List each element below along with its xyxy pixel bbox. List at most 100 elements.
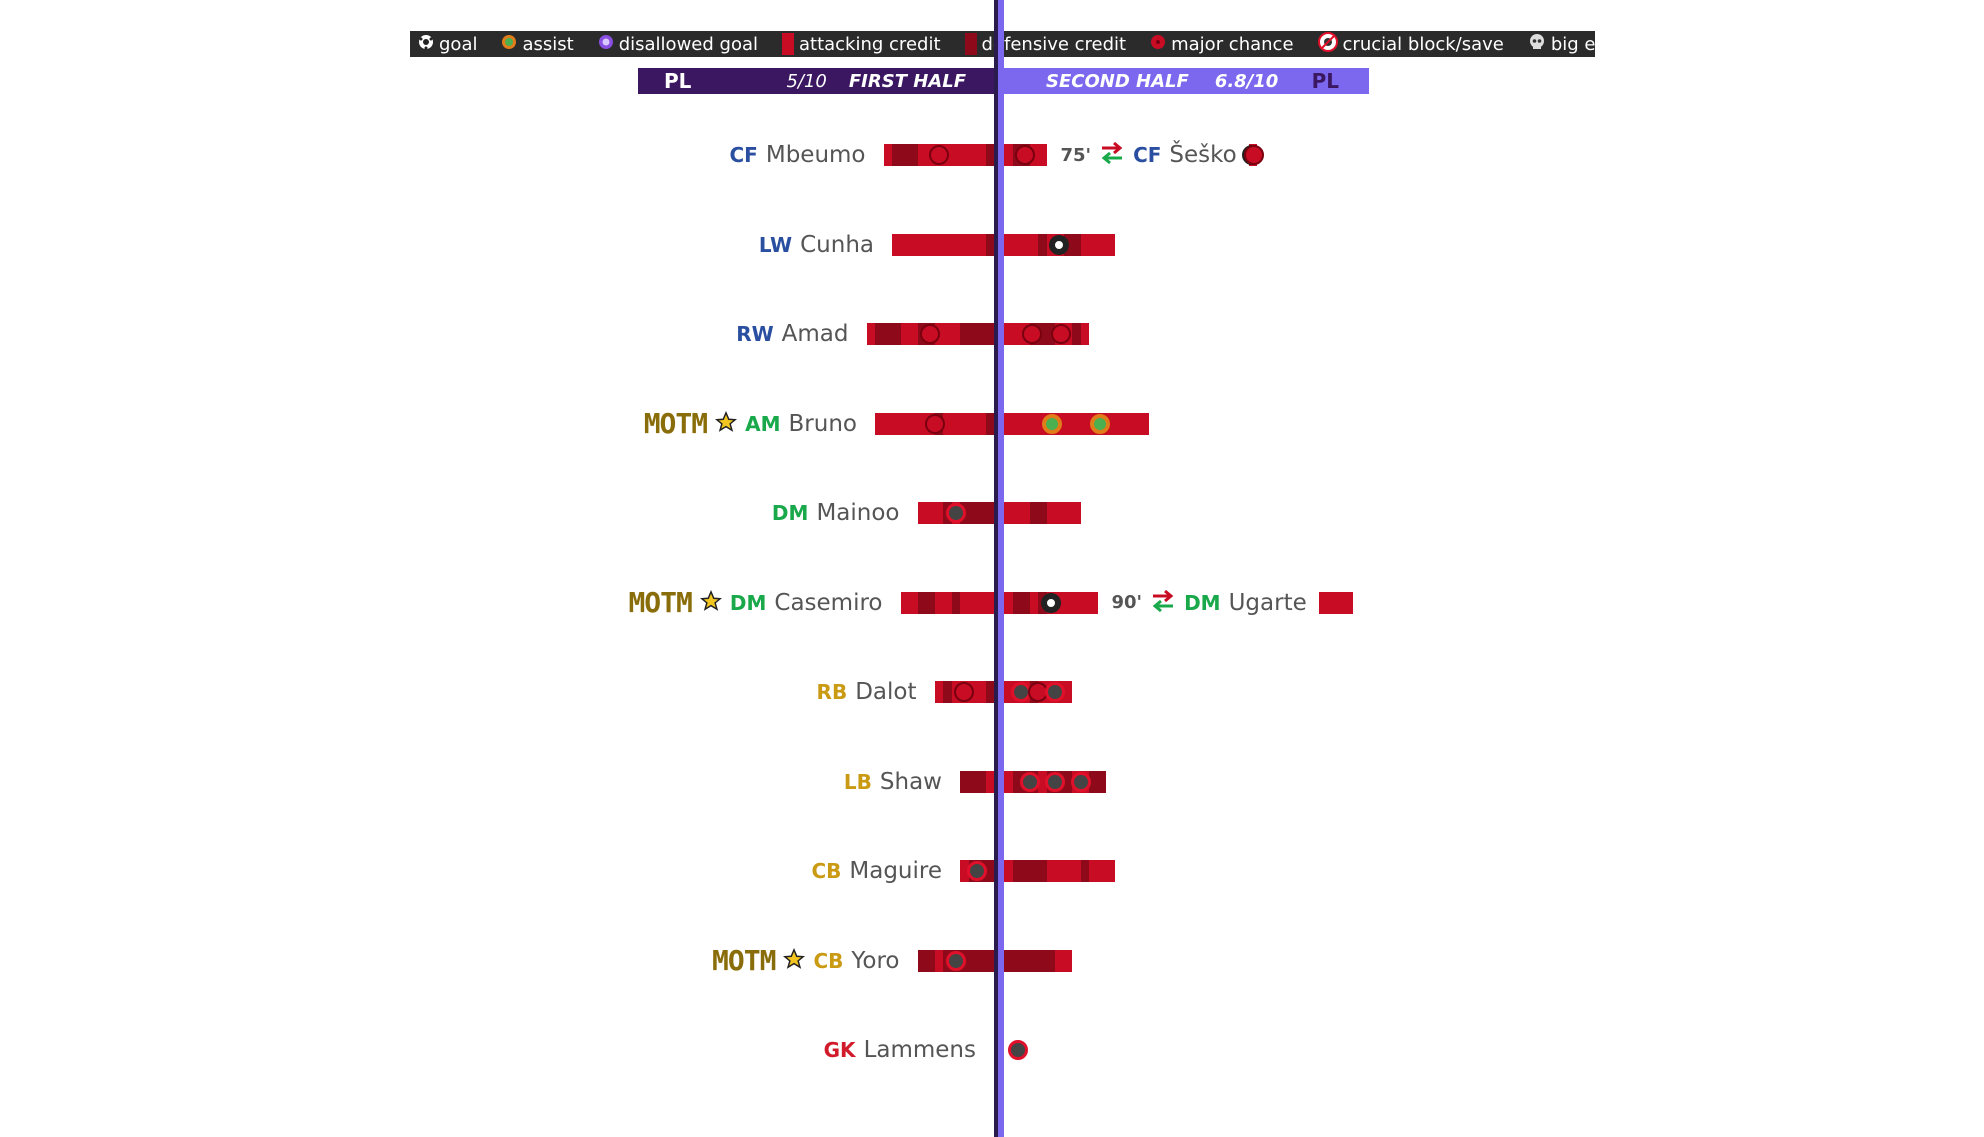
attacking-credit-segment xyxy=(892,233,977,256)
attacking-credit-segment xyxy=(1097,412,1149,435)
attacking-credit-segment xyxy=(1046,860,1081,882)
legend-label: goal xyxy=(439,33,478,55)
major-chance-icon xyxy=(1022,324,1043,344)
substitution-minute: 90' xyxy=(1111,592,1143,613)
player-label: CF Mbeumo xyxy=(730,140,866,170)
crucial-block-save-icon xyxy=(945,950,966,971)
assist-icon xyxy=(501,34,517,55)
legend-item-goal: goal xyxy=(418,34,477,55)
player-label: LW Cunha xyxy=(759,230,874,260)
disallowed-goal-icon xyxy=(598,34,614,55)
motm-badge: MOTM xyxy=(628,586,692,619)
defensive-credit-segment xyxy=(985,144,994,166)
defensive-credit-segment xyxy=(985,233,994,256)
major-chance-icon xyxy=(1150,34,1166,55)
major-chance-icon xyxy=(928,145,949,165)
assist-icon xyxy=(1042,413,1063,434)
player-name: Yoro xyxy=(851,947,900,974)
goal-icon xyxy=(1049,234,1070,255)
crucial-block-save-icon xyxy=(1317,31,1338,57)
position-code: RB xyxy=(816,680,848,704)
player-label: LB Shaw xyxy=(844,767,942,797)
defensive-credit-segment xyxy=(985,681,994,703)
motm-badge: MOTM xyxy=(643,407,708,440)
legend-label: big error xyxy=(1550,33,1629,55)
position-code: CB xyxy=(811,859,842,883)
attacking-credit-segment xyxy=(960,591,994,614)
position-code: DM xyxy=(771,501,809,525)
player-label: CB Maguire xyxy=(811,856,942,886)
position-code: RW xyxy=(736,322,774,346)
attacking-credit-segment xyxy=(1038,770,1047,793)
player-name: Mbeumo xyxy=(765,142,866,168)
crucial-block-save-icon xyxy=(945,503,966,523)
attacking-credit-segment xyxy=(977,233,986,256)
attacking-credit-swatch xyxy=(781,33,794,55)
attacking-credit-segment xyxy=(1055,949,1072,972)
attacking-credit-segment xyxy=(1318,591,1353,614)
defensive-credit-segment xyxy=(960,770,986,793)
legend-label: assist xyxy=(522,33,574,55)
crucial-block-save-icon xyxy=(1070,771,1091,792)
goal-icon xyxy=(1040,592,1061,613)
attacking-credit-segment xyxy=(943,412,986,435)
attacking-credit-segment xyxy=(960,860,969,882)
star-icon xyxy=(715,410,738,437)
legend-item-disallowed-goal: disallowed goal xyxy=(598,34,758,55)
major-chance-icon xyxy=(920,324,941,344)
crucial-block-save-icon xyxy=(1019,771,1040,792)
defensive-credit-segment xyxy=(917,949,935,972)
attacking-credit-segment xyxy=(1004,412,1047,435)
player-name: Mainoo xyxy=(816,500,900,526)
first-half-header: PL 5/10 FIRST HALF xyxy=(638,68,1002,94)
star-icon xyxy=(783,947,806,974)
defensive-credit-segment xyxy=(1012,591,1030,614)
legend-label: disallowed goal xyxy=(618,33,758,55)
crucial-block-save-icon xyxy=(1008,1040,1028,1060)
major-chance-icon xyxy=(924,413,945,434)
player-name: Dalot xyxy=(855,679,917,705)
position-code: CF xyxy=(729,143,758,167)
player-label: RB Dalot xyxy=(817,677,917,707)
defensive-credit-segment xyxy=(1012,860,1047,882)
goal-icon xyxy=(418,34,434,55)
assist-icon xyxy=(1090,413,1111,434)
attacking-credit-segment xyxy=(934,949,943,972)
attacking-credit-segment xyxy=(1012,233,1038,256)
attacking-credit-segment xyxy=(1080,323,1089,345)
player-label: RW Amad xyxy=(736,319,848,349)
second-half-title: SECOND HALF xyxy=(1046,70,1189,92)
crucial-block-save-icon xyxy=(967,861,987,881)
first-half-rating: 5/10 xyxy=(786,70,827,92)
player-label: MOTM DM Casemiro xyxy=(628,586,883,619)
player-name: Casemiro xyxy=(774,589,883,616)
player-name: Lammens xyxy=(863,1037,976,1063)
major-chance-icon xyxy=(954,682,975,702)
position-code: CB xyxy=(813,948,844,973)
defensive-credit-segment xyxy=(917,591,935,614)
major-chance-icon xyxy=(1050,324,1071,344)
sub-player-name: Šeško xyxy=(1169,142,1237,168)
attacking-credit-segment xyxy=(1004,591,1013,614)
defensive-credit-segment xyxy=(960,323,994,345)
defensive-credit-segment xyxy=(1038,233,1047,256)
attacking-credit-segment xyxy=(1004,502,1030,524)
position-code: GK xyxy=(823,1038,856,1062)
attacking-credit-segment xyxy=(934,591,952,614)
legend-item-crucial-block-save: crucial block/save xyxy=(1317,31,1504,57)
player-label: DM Mainoo xyxy=(772,498,900,528)
legend-item-big-error: big error xyxy=(1528,33,1628,56)
legend-label: defensive credit xyxy=(981,33,1127,55)
attacking-credit-segment xyxy=(1004,860,1013,882)
defensive-credit-segment xyxy=(943,681,952,703)
second-half-competition: PL xyxy=(1311,69,1339,93)
attacking-credit-segment xyxy=(875,412,935,435)
first-half-title: FIRST HALF xyxy=(848,70,966,92)
attacking-credit-segment xyxy=(934,681,943,703)
defensive-credit-segment xyxy=(951,591,960,614)
major-chance-icon xyxy=(1244,145,1265,165)
attacking-credit-segment xyxy=(866,323,875,345)
player-label: MOTM AM Bruno xyxy=(643,407,857,440)
player-name: Amad xyxy=(781,321,849,347)
